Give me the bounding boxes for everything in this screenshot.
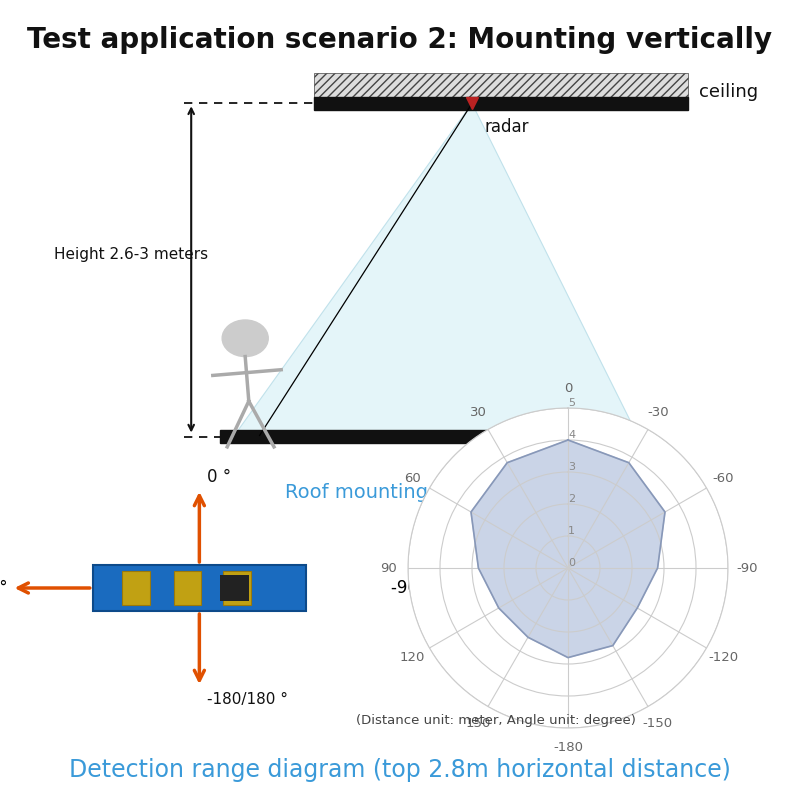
Bar — [219, 575, 249, 601]
Text: Height 2.6-3 meters: Height 2.6-3 meters — [54, 246, 209, 262]
Bar — [223, 571, 251, 605]
Polygon shape — [471, 440, 665, 658]
Text: -180/180 °: -180/180 ° — [206, 692, 288, 707]
Text: Test application scenario 2: Mounting vertically: Test application scenario 2: Mounting ve… — [27, 26, 773, 54]
Text: -90 °: -90 ° — [390, 579, 431, 597]
Bar — [314, 97, 688, 110]
Text: ceiling: ceiling — [699, 83, 758, 101]
Bar — [314, 73, 688, 97]
Bar — [174, 571, 202, 605]
Text: radar: radar — [485, 118, 530, 137]
Text: Roof mounting diagram: Roof mounting diagram — [285, 483, 515, 502]
Bar — [220, 430, 638, 443]
Text: 90 °: 90 ° — [0, 579, 8, 597]
Circle shape — [222, 320, 268, 357]
Bar — [122, 571, 150, 605]
Text: Detection range diagram (top 2.8m horizontal distance): Detection range diagram (top 2.8m horizo… — [69, 758, 731, 782]
Text: 0 °: 0 ° — [206, 468, 231, 486]
Text: (Distance unit: meter, Angle unit: degree): (Distance unit: meter, Angle unit: degre… — [356, 714, 636, 726]
Polygon shape — [234, 103, 638, 435]
Bar — [93, 565, 306, 611]
